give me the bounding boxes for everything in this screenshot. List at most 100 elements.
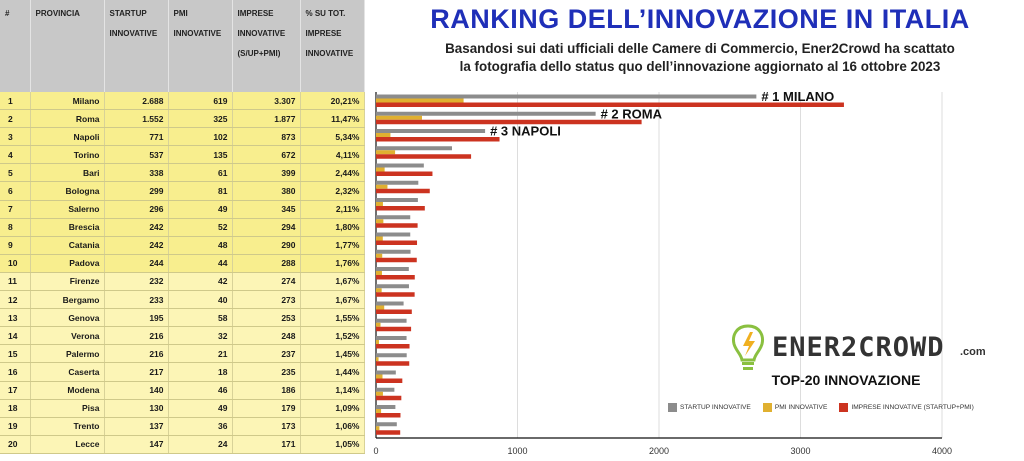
bar-pmi-roma <box>376 115 422 120</box>
bar-startup-pisa <box>376 387 395 392</box>
table-row: 7 Salerno 296 49 345 2,11% <box>0 200 365 219</box>
bar-imprese-catania <box>376 240 418 245</box>
x-tick-label: 1000 <box>507 446 527 456</box>
cell-startup: 147 <box>104 435 169 454</box>
header-pct: % SU TOT. IMPRESE INNOVATIVE <box>300 0 365 92</box>
bar-imprese-bologna <box>376 188 430 194</box>
page-title: RANKING DELL’INNOVAZIONE IN ITALIA <box>430 4 970 34</box>
bar-pmi-verona <box>376 322 381 327</box>
cell-pmi: 135 <box>168 145 233 165</box>
bar-startup-brescia <box>376 215 411 220</box>
cell-rank: 9 <box>0 236 31 255</box>
legend-item-pmi: PMI INNOVATIVE <box>762 403 828 412</box>
subtitle-line-1: Basandosi sui dati ufficiali delle Camer… <box>445 41 955 56</box>
bar-pmi-milano <box>376 98 464 103</box>
cell-imprese: 179 <box>232 399 301 418</box>
cell-rank: 11 <box>0 272 31 292</box>
legend-label-startup: STARTUP INNOVATIVE <box>680 404 751 411</box>
bar-startup-bari <box>376 163 424 168</box>
bar-chart: 0 1000 2000 3000 4000 # 1 MILANO # 2 ROMA # 3 N… <box>373 89 952 456</box>
bar-startup-bergamo <box>376 284 409 289</box>
cell-rank: 3 <box>0 127 31 147</box>
cell-imprese: 186 <box>232 381 301 400</box>
cell-rank: 18 <box>0 399 31 418</box>
cell-imprese: 294 <box>232 218 301 237</box>
cell-pct: 1,67% <box>300 272 365 292</box>
legend-item-startup: STARTUP INNOVATIVE <box>668 403 751 412</box>
cell-provincia: Torino <box>30 145 105 165</box>
bar-pmi-genova <box>376 305 385 310</box>
cell-imprese: 273 <box>232 290 301 310</box>
cell-provincia: Milano <box>30 92 105 111</box>
x-tick-label: 3000 <box>790 446 810 456</box>
cell-imprese: 1.877 <box>232 109 301 129</box>
cell-startup: 137 <box>104 417 169 436</box>
bar-startup-verona <box>376 318 407 323</box>
cell-pmi: 102 <box>168 127 233 147</box>
cell-pct: 1,44% <box>300 362 365 382</box>
cell-rank: 12 <box>0 290 31 310</box>
cell-rank: 19 <box>0 417 31 436</box>
cell-provincia: Bari <box>30 163 105 183</box>
cell-startup: 233 <box>104 290 169 310</box>
cell-imprese: 380 <box>232 181 301 201</box>
cell-pct: 1,09% <box>300 399 365 418</box>
bar-pmi-palermo <box>376 340 379 344</box>
header-startup: STARTUP INNOVATIVE <box>104 0 169 92</box>
cell-pct: 1,05% <box>300 435 365 454</box>
bar-startup-salerno <box>376 198 418 202</box>
cell-pmi: 58 <box>168 308 233 328</box>
bar-imprese-pisa <box>376 395 402 401</box>
cell-provincia: Padova <box>30 254 105 273</box>
table-row: 11 Firenze 232 42 274 1,67% <box>0 272 365 292</box>
lightbulb-icon <box>732 324 764 370</box>
bar-imprese-torino <box>376 154 472 159</box>
brand-name: ENER2CROWD <box>772 332 945 363</box>
cell-startup: 299 <box>104 181 169 201</box>
bar-startup-lecce <box>376 422 397 427</box>
cell-pct: 1,14% <box>300 381 365 400</box>
legend-label-pmi: PMI INNOVATIVE <box>774 404 828 411</box>
bar-imprese-napoli <box>376 137 500 142</box>
bar-imprese-lecce <box>376 430 401 435</box>
bar-pmi-caserta <box>376 357 379 362</box>
bar-imprese-brescia <box>376 223 418 228</box>
bar-pmi-lecce <box>376 426 380 431</box>
bar-pmi-bari <box>376 167 385 172</box>
table-row: 18 Pisa 130 49 179 1,09% <box>0 399 365 418</box>
cell-rank: 2 <box>0 109 31 129</box>
chart-legend: STARTUP INNOVATIVE PMI INNOVATIVE IMPRES… <box>668 403 974 412</box>
cell-rank: 14 <box>0 326 31 346</box>
cell-pmi: 619 <box>168 92 233 111</box>
cell-provincia: Caserta <box>30 362 105 382</box>
table-body: 1 Milano 2.688 619 3.307 20,21% 2 Roma 1.552 325 1… <box>0 92 365 454</box>
cell-pct: 4,11% <box>300 145 365 165</box>
bar-startup-roma <box>376 111 596 116</box>
bar-pmi-trento <box>376 409 382 413</box>
table-row: 8 Brescia 242 52 294 1,80% <box>0 218 365 237</box>
bar-startup-genova <box>376 301 404 306</box>
bar-startup-catania <box>376 232 411 237</box>
cell-imprese: 248 <box>232 326 301 346</box>
table-row: 6 Bologna 299 81 380 2,32% <box>0 181 365 201</box>
bar-imprese-verona <box>376 326 412 332</box>
cell-startup: 130 <box>104 399 169 418</box>
header-provincia: PROVINCIA <box>30 0 105 92</box>
cell-pmi: 40 <box>168 290 233 310</box>
cell-pmi: 48 <box>168 236 233 255</box>
legend-swatch-imprese <box>839 403 849 412</box>
cell-provincia: Bergamo <box>30 290 105 310</box>
cell-pct: 20,21% <box>300 92 365 111</box>
cell-startup: 217 <box>104 362 169 382</box>
cell-pct: 11,47% <box>300 109 365 129</box>
cell-provincia: Verona <box>30 326 105 346</box>
cell-pct: 1,67% <box>300 290 365 310</box>
table-row: 13 Genova 195 58 253 1,55% <box>0 308 365 328</box>
cell-pct: 1,45% <box>300 344 365 364</box>
bar-imprese-caserta <box>376 361 410 366</box>
table-row: 19 Trento 137 36 173 1,06% <box>0 417 365 436</box>
bar-startup-firenze <box>376 267 409 271</box>
cell-startup: 242 <box>104 236 169 255</box>
cell-provincia: Napoli <box>30 127 105 147</box>
table-row: 15 Palermo 216 21 237 1,45% <box>0 344 365 364</box>
